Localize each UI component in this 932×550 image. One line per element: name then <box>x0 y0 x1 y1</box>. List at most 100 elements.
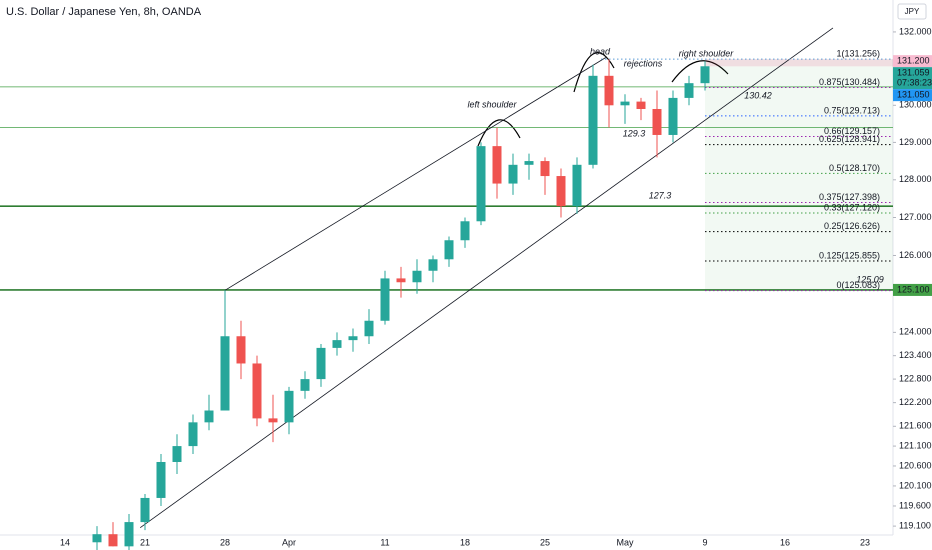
y-tick-label: 132.000 <box>899 26 932 36</box>
y-tick-label: 124.000 <box>899 327 932 337</box>
candle-body <box>668 97 678 135</box>
candle-body <box>572 164 582 207</box>
price-label-box <box>893 283 932 296</box>
candle-body <box>332 340 342 348</box>
price-label: 131.059 <box>897 68 930 78</box>
price-label-box <box>893 89 932 102</box>
target-zone <box>705 59 893 67</box>
y-tick-label: 119.100 <box>899 520 931 530</box>
head-arc <box>573 52 615 93</box>
fib-label: 0.125(125.855) <box>819 250 880 260</box>
annotation: 127.3 <box>649 190 672 200</box>
candle-body <box>172 446 182 462</box>
candle-body <box>364 320 374 337</box>
y-tick-label: 122.800 <box>899 373 932 383</box>
price-label-box <box>893 55 932 68</box>
candle-body <box>508 164 518 184</box>
candle-body <box>492 146 502 184</box>
candle-body <box>428 259 438 271</box>
x-tick-label: 21 <box>140 537 150 547</box>
candle-body <box>268 418 278 423</box>
x-tick-label: 16 <box>780 537 790 547</box>
candle-body <box>460 221 470 241</box>
y-tick-label: 129.000 <box>899 137 932 147</box>
annotation: head <box>590 46 611 56</box>
candle-body <box>300 379 310 391</box>
candle-body <box>684 83 694 98</box>
price-label-box <box>893 67 932 90</box>
fib-label: 0.5(128.170) <box>829 163 880 173</box>
candle-body <box>92 534 102 543</box>
candle-body <box>636 101 646 109</box>
countdown-label: 07:38:23 <box>897 78 932 88</box>
y-tick-label: 128.000 <box>899 174 932 184</box>
x-tick-label: 28 <box>220 537 230 547</box>
candle-body <box>380 278 390 321</box>
candle-body <box>588 75 598 165</box>
annotation: rejections <box>624 58 663 68</box>
candle-body <box>540 161 550 177</box>
annotation: right shoulder <box>679 48 735 58</box>
candle-body <box>284 390 294 423</box>
currency-label: JPY <box>905 7 920 16</box>
annotation: left shoulder <box>467 99 517 109</box>
x-tick-label: 23 <box>860 537 870 547</box>
y-tick-label: 120.600 <box>899 460 932 470</box>
fib-label: 0.625(128.941) <box>819 134 880 144</box>
fib-label: 0.375(127.398) <box>819 192 880 202</box>
candle-body <box>220 336 230 411</box>
candle-body <box>204 410 214 423</box>
fib-label: 0.875(130.484) <box>819 77 880 87</box>
fib-label: 0(125.083) <box>836 280 880 290</box>
trendline <box>139 27 834 529</box>
candle-body <box>524 161 534 165</box>
left-shoulder-arc <box>477 119 521 147</box>
annotation: 125.09 <box>856 274 884 284</box>
x-tick-label: 25 <box>540 537 550 547</box>
candle-body <box>556 176 566 207</box>
fib-label: 0.66(129.157) <box>824 126 880 136</box>
chart-title: U.S. Dollar / Japanese Yen, 8h, OANDA <box>6 6 202 18</box>
candle-body <box>396 278 406 283</box>
candle-body <box>348 336 358 341</box>
y-tick-label: 120.100 <box>899 480 932 490</box>
x-tick-label: Apr <box>282 537 296 547</box>
candle-body <box>604 75 614 106</box>
x-tick-label: 18 <box>460 537 470 547</box>
candle-body <box>700 66 710 84</box>
candle-body <box>188 422 198 447</box>
x-tick-label: 14 <box>60 537 70 547</box>
currency-box <box>897 3 927 20</box>
candle-body <box>316 347 326 380</box>
price-label: 131.200 <box>897 56 930 66</box>
candle-body <box>652 108 662 135</box>
candle-body <box>108 534 118 547</box>
price-label: 131.050 <box>897 90 930 100</box>
y-tick-label: 121.100 <box>899 440 932 450</box>
y-tick-label: 123.400 <box>899 350 932 360</box>
fib-label: 0.33(127.120) <box>824 202 880 212</box>
candle-body <box>140 497 150 523</box>
candle-body <box>124 522 134 547</box>
y-tick-label: 119.600 <box>899 500 931 510</box>
candle-body <box>236 336 246 364</box>
fib-label: 0.25(126.626) <box>824 221 880 231</box>
candle-body <box>156 461 166 498</box>
x-tick-label: 11 <box>380 537 389 547</box>
y-tick-label: 126.000 <box>899 250 932 260</box>
y-tick-label: 121.600 <box>899 421 932 431</box>
y-tick-label: 130.000 <box>899 100 932 110</box>
candle-body <box>252 363 262 419</box>
candle-body <box>620 101 630 106</box>
fib-label: 1(131.256) <box>836 48 880 58</box>
fib-label: 0.75(129.713) <box>824 105 880 115</box>
x-tick-label: May <box>616 537 634 547</box>
right-shoulder-arc <box>671 60 729 83</box>
annotation: 130.42 <box>744 90 772 100</box>
annotation: 129.3 <box>623 128 646 138</box>
trendline <box>224 57 607 291</box>
candle-body <box>444 240 454 260</box>
y-tick-label: 122.200 <box>899 397 932 407</box>
